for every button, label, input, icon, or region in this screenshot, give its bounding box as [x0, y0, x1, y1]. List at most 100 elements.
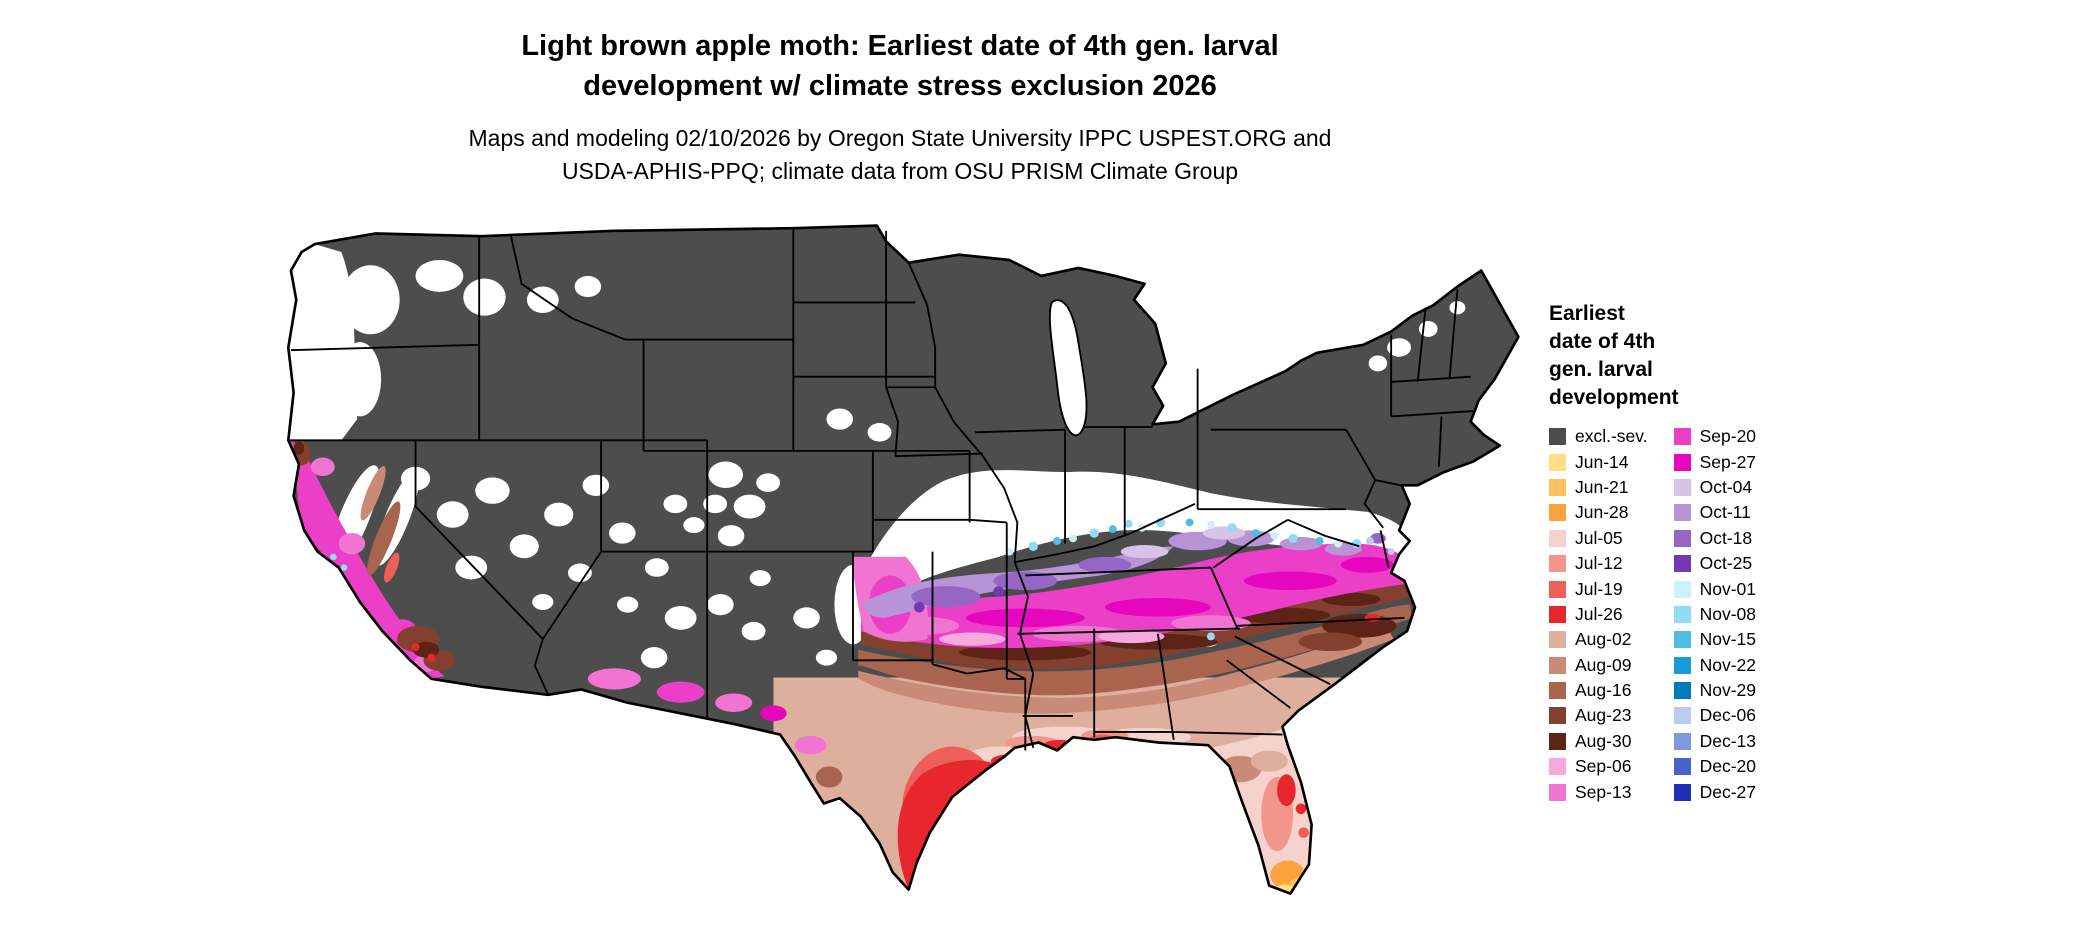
legend-swatch	[1549, 504, 1566, 522]
legend-swatch	[1673, 783, 1691, 801]
legend-item: Oct-11	[1673, 500, 1756, 525]
legend-swatch	[1673, 631, 1691, 649]
page-subtitle-line1: Maps and modeling 02/10/2026 by Oregon S…	[468, 125, 1332, 151]
legend-label: Sep-13	[1575, 781, 1632, 802]
legend-swatch	[1673, 682, 1691, 700]
page-title-line1: Light brown apple moth: Earliest date of…	[521, 30, 1279, 62]
us-map	[286, 224, 1520, 895]
legend-swatch	[1673, 555, 1691, 573]
legend-swatch	[1673, 758, 1691, 776]
legend-label: Jul-05	[1575, 527, 1623, 548]
legend-label: Oct-18	[1699, 527, 1753, 548]
legend-swatch	[1549, 605, 1566, 623]
legend-label: Dec-20	[1699, 756, 1757, 777]
legend-swatch	[1549, 707, 1566, 725]
legend-item: Nov-15	[1673, 627, 1756, 652]
legend-title: Earliest date of 4th gen. larval develop…	[1549, 302, 1679, 409]
us-map-container	[283, 220, 1529, 923]
legend-item: Dec-13	[1673, 729, 1757, 754]
legend-item: Jun-14	[1549, 449, 1648, 474]
legend-swatch	[1549, 555, 1566, 573]
state-borders	[288, 228, 1474, 751]
title-block: Light brown apple moth: Earliest date of…	[120, 26, 1680, 188]
legend-swatch	[1549, 656, 1566, 674]
map-region-gulf-coast	[897, 726, 1191, 890]
map-region-november-specks	[330, 517, 1395, 641]
page-title: Light brown apple moth: Earliest date of…	[120, 26, 1680, 106]
legend-label: Nov-22	[1699, 654, 1757, 675]
legend-label: Jul-26	[1575, 603, 1623, 624]
legend-item: Jul-26	[1549, 602, 1648, 627]
legend-swatch	[1549, 428, 1566, 446]
legend-swatch	[1673, 428, 1691, 446]
legend-label: Dec-13	[1699, 730, 1757, 751]
legend-item: Aug-02	[1549, 627, 1648, 652]
legend-item: Sep-06	[1549, 754, 1648, 779]
map-region-florida	[1210, 729, 1312, 894]
legend-swatch	[1549, 580, 1566, 598]
map-region-southwest	[587, 668, 843, 788]
legend-swatch	[1673, 529, 1691, 547]
legend-item: Dec-06	[1673, 703, 1757, 728]
page-subtitle-line2: USDA-APHIS-PPQ; climate data from OSU PR…	[561, 158, 1239, 184]
legend-label: excl.-sev.	[1575, 426, 1648, 447]
legend-label: Sep-06	[1575, 756, 1632, 777]
legend-item: excl.-sev.	[1549, 424, 1648, 449]
legend-item: Aug-23	[1549, 703, 1648, 728]
legend-swatch	[1673, 707, 1691, 725]
legend-swatch	[1549, 478, 1566, 496]
legend-label: Sep-27	[1699, 451, 1757, 472]
legend-item: Jun-28	[1549, 500, 1648, 525]
legend-label: Jul-19	[1575, 578, 1623, 599]
legend-label: Aug-23	[1575, 705, 1632, 726]
legend-label: Nov-29	[1699, 680, 1757, 701]
legend-swatch	[1549, 732, 1566, 750]
legend-swatch	[1673, 656, 1691, 674]
legend-columns: excl.-sev. Jun-14 Jun-21 Jun-28 Jul-05 Jul-12…	[1549, 424, 1909, 805]
legend-item: Jun-21	[1549, 475, 1648, 500]
legend-swatch	[1549, 682, 1566, 700]
map-region-september	[852, 543, 1410, 649]
map-region-california	[288, 440, 456, 679]
legend-item: Sep-20	[1673, 424, 1756, 449]
legend-swatch	[1549, 453, 1566, 471]
lake-michigan	[1048, 299, 1088, 437]
legend-swatch	[1673, 478, 1691, 496]
legend-item: Oct-04	[1673, 475, 1756, 500]
legend-swatch	[1673, 605, 1691, 623]
legend-item: Aug-09	[1549, 653, 1648, 678]
legend-label: Aug-30	[1575, 730, 1632, 751]
legend-item: Aug-16	[1549, 678, 1648, 703]
legend-label: Aug-09	[1575, 654, 1632, 675]
page-subtitle: Maps and modeling 02/10/2026 by Oregon S…	[120, 122, 1680, 188]
legend-label: Oct-11	[1699, 502, 1751, 523]
legend-swatch	[1549, 758, 1566, 776]
legend-item: Jul-05	[1549, 526, 1648, 551]
legend-item: Nov-22	[1673, 653, 1757, 678]
legend-item: Dec-20	[1673, 754, 1757, 779]
legend-swatch	[1673, 453, 1691, 471]
legend-label: Oct-04	[1699, 476, 1753, 497]
legend-label: Aug-02	[1575, 629, 1632, 650]
page-title-line2: development w/ climate stress exclusion …	[583, 70, 1217, 102]
legend-item: Aug-30	[1549, 729, 1648, 754]
legend-item: Dec-27	[1673, 779, 1757, 804]
legend-label: Jun-21	[1575, 476, 1629, 497]
legend-label: Dec-27	[1699, 781, 1757, 802]
legend-label: Dec-06	[1699, 705, 1757, 726]
legend-label: Nov-08	[1699, 603, 1757, 624]
legend-item: Nov-01	[1673, 576, 1757, 601]
legend-label: Oct-25	[1699, 553, 1753, 574]
legend-label: Jun-28	[1575, 502, 1629, 523]
page: { "title": { "line1": "Light brown apple…	[120, 26, 1909, 895]
us-outline	[286, 224, 1520, 895]
legend-item: Sep-27	[1673, 449, 1757, 474]
legend-column-2: Sep-20 Sep-27 Oct-04 Oct-11 Oct-18 Oct-25 Nov-…	[1673, 424, 1757, 805]
legend-swatch	[1549, 783, 1566, 801]
legend-label: Nov-01	[1699, 578, 1757, 599]
legend-label: Jul-12	[1575, 553, 1623, 574]
legend-swatch	[1549, 631, 1566, 649]
legend-item: Nov-08	[1673, 602, 1757, 627]
legend-swatch	[1549, 529, 1566, 547]
legend-label: Jun-14	[1575, 451, 1629, 472]
